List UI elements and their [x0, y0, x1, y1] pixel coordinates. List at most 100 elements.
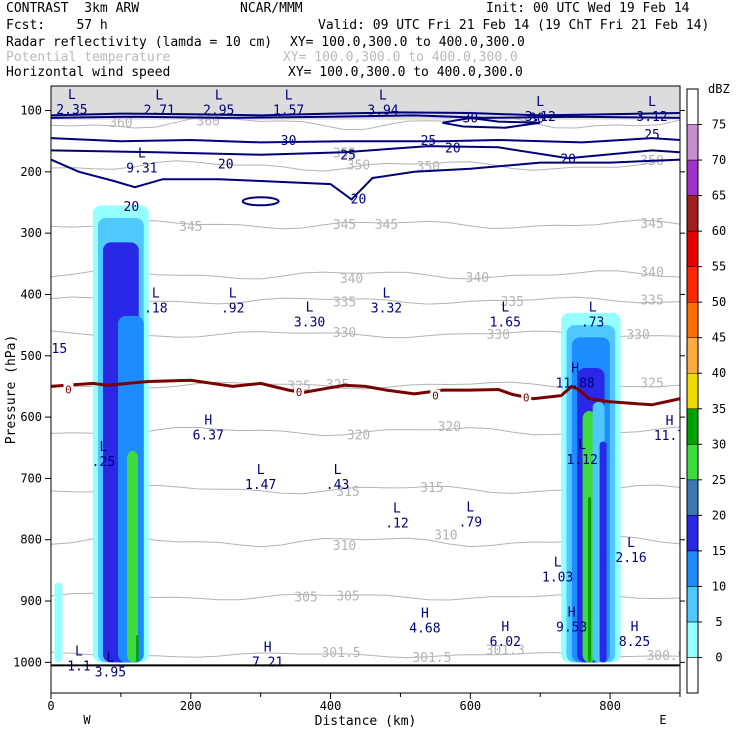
reflectivity-band: [127, 450, 139, 663]
extremum-value: .25: [92, 455, 115, 470]
reflectivity-band: [587, 496, 592, 663]
extremum-marker: H: [204, 413, 212, 428]
theta-label: 340: [340, 272, 363, 287]
reflectivity-band: [54, 582, 63, 663]
colorbar-swatch: [686, 586, 699, 623]
plot-frame: [50, 85, 681, 694]
extremum-marker: L: [75, 645, 83, 660]
extremum-value: 7.21: [252, 655, 283, 670]
extremum-marker: L: [285, 88, 293, 103]
theta-label: 350: [347, 159, 370, 174]
extremum-marker: L: [106, 651, 114, 666]
extremum-marker: H: [631, 620, 639, 635]
colorbar-swatch: [686, 657, 699, 694]
extremum-value: .43: [326, 478, 349, 493]
reflectivity-band: [599, 441, 607, 663]
y-tick-label: 200: [20, 165, 42, 179]
x-tick-label: 200: [180, 699, 202, 713]
extremum-marker: H: [568, 605, 576, 620]
y-axis-title: Pressure (hPa): [4, 335, 19, 445]
extremum-value: 3.95: [95, 666, 126, 681]
theta-label: 345: [179, 220, 202, 235]
colorbar-swatch: [686, 159, 699, 196]
wind-label: 20: [351, 192, 367, 207]
y-tick-label: 100: [20, 104, 42, 118]
colorbar-label: 40: [712, 366, 726, 380]
wind-label: 25: [340, 148, 356, 163]
colorbar-swatch: [686, 444, 699, 481]
extremum-marker: L: [379, 88, 387, 103]
wind-label: 30: [463, 111, 479, 126]
label-mask: [521, 391, 532, 403]
colorbar-swatch: [686, 515, 699, 552]
extremum-marker: L: [306, 301, 314, 316]
freezing-label: 0: [296, 386, 303, 399]
theta-label: 315: [420, 481, 443, 496]
theta-label: 345: [333, 218, 356, 233]
extremum-value: .12: [385, 517, 408, 532]
theta-label: 320: [347, 428, 370, 443]
extremum-value: 3.94: [367, 103, 398, 118]
wind-label: 20: [124, 200, 140, 215]
x-tick-label: 0: [47, 699, 54, 713]
colorbar-swatch: [686, 301, 699, 338]
colorbar-label: 20: [712, 508, 726, 522]
colorbar-swatch: [686, 372, 699, 410]
colorbar-swatch: [686, 88, 699, 125]
freezing-level-line: [51, 378, 680, 407]
theta-label: 335: [501, 295, 524, 310]
extremum-value: .73: [581, 316, 604, 331]
x-tick-label: 400: [320, 699, 342, 713]
y-tick-label: 300: [20, 226, 42, 240]
theta-label: 350: [417, 160, 440, 175]
wind-contour: [51, 114, 680, 119]
theta-label: 310: [434, 528, 457, 543]
extremum-marker: H: [421, 607, 429, 622]
east-label: E: [659, 713, 666, 727]
colorbar-title: dBZ: [708, 82, 730, 96]
y-tick-label: 800: [20, 533, 42, 547]
theta-label: 330: [487, 328, 510, 343]
extremum-marker: L: [466, 500, 474, 515]
wind-label: 25: [421, 134, 437, 149]
extremum-marker: L: [501, 301, 509, 316]
y-tick-label: 700: [20, 471, 42, 485]
extremum-value: 11.88: [556, 376, 595, 391]
extremum-value: 3.12: [636, 110, 667, 125]
extremum-marker: H: [264, 640, 272, 655]
wind-contour: [51, 111, 680, 117]
extremum-value: 11.7: [654, 429, 685, 444]
theta-label: 315: [336, 485, 359, 500]
theta-label: 310: [333, 539, 356, 554]
extremum-value: 2.35: [56, 103, 87, 118]
extremum-value: 4.68: [409, 622, 440, 637]
theta-label: 345: [640, 217, 663, 232]
extremum-value: .18: [144, 302, 167, 317]
valid-time: Valid: 09 UTC Fri 21 Feb 14 (19 ChT Fri …: [318, 18, 710, 33]
y-tick-label: 900: [20, 594, 42, 608]
theta-label: 330: [333, 326, 356, 341]
extremum-marker: L: [589, 301, 597, 316]
extremum-marker: L: [578, 438, 586, 453]
colorbar-swatch: [686, 266, 699, 303]
colorbar-label: 35: [712, 402, 726, 416]
wind-contour: [241, 196, 280, 207]
extremum-value: 1.47: [245, 478, 276, 493]
y-tick-label: 600: [20, 410, 42, 424]
freezing-label: 0: [65, 384, 72, 397]
extremum-marker: L: [648, 95, 656, 110]
theta-label: 340: [466, 271, 489, 286]
extremum-value: 9.31: [126, 162, 157, 177]
west-label: W: [83, 713, 91, 727]
wind-contour: [442, 116, 541, 129]
extremum-value: 8.25: [619, 635, 650, 650]
colorbar-label: 5: [715, 615, 722, 629]
field-reflectivity-label: Radar reflectivity (lamda = 10 cm): [6, 35, 273, 50]
x-tick-label: 600: [459, 699, 481, 713]
y-tick-label: 500: [20, 349, 42, 363]
freezing-label: 0: [523, 391, 530, 404]
extremum-marker: L: [138, 147, 146, 162]
colorbar-swatch: [686, 550, 699, 587]
theta-label: 305: [294, 590, 317, 605]
colorbar-label: 15: [712, 544, 726, 558]
